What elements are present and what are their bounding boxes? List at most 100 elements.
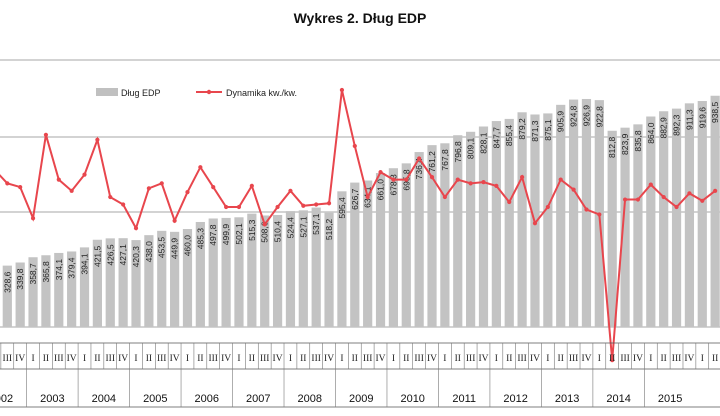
dynamics-point [223,204,229,210]
quarter-label: I [443,354,446,364]
year-label: 2013 [555,393,579,405]
dynamics-point [584,207,589,212]
quarter-label: III [260,354,270,364]
quarter-label: II [94,354,100,364]
dynamics-point [249,183,254,188]
quarter-label: IV [170,354,180,364]
bar-value-label: 855,4 [504,125,514,147]
dynamics-point [301,203,306,208]
quarter-label: IV [273,354,283,364]
dynamics-point [429,175,435,180]
bar-value-label: 499,9 [221,224,231,246]
bar [41,255,51,327]
dynamics-point [713,188,718,193]
dynamics-point [198,165,203,170]
quarter-label: II [506,354,512,364]
bar [401,163,411,327]
dynamics-point [43,132,49,137]
bar [607,130,617,327]
bar-value-label: 919,6 [697,107,707,129]
quarter-label: III [208,354,218,364]
dynamics-point [18,185,23,190]
bar-value-label: 926,9 [581,105,591,127]
dynamics-point [172,218,177,223]
bar-value-label: 761,2 [427,151,437,173]
bar [350,182,360,327]
dynamics-point [314,202,319,207]
bar [182,229,193,327]
quarter-label: II [403,354,409,364]
bar [684,103,695,327]
quarter-label: II [455,354,461,364]
dynamics-point [635,197,641,202]
bar-value-label: 661,0 [376,179,386,201]
bar [79,247,90,327]
dynamics-point [211,185,216,190]
year-label: 2004 [92,393,116,405]
bar [54,252,64,327]
quarter-label: IV [581,354,591,364]
quarter-label: III [517,354,527,364]
dynamics-point [5,181,10,186]
quarter-label: I [31,354,34,364]
quarter-label: III [311,354,321,364]
quarter-label: IV [118,354,128,364]
year-label: 2009 [349,393,373,405]
dynamics-point [661,194,666,200]
bar [517,112,527,327]
dynamics-point [507,199,512,205]
bar-value-label: 524,4 [285,217,295,239]
bar [234,217,244,327]
dynamics-point [326,201,332,206]
year-label: 2008 [298,393,322,405]
bar-value-label: 365,8 [41,261,51,283]
bar [195,221,205,327]
dynamics-point [159,181,164,186]
bar-value-label: 767,8 [440,149,450,171]
quarter-label: III [672,354,682,364]
bar-value-label: 922,8 [594,106,604,128]
bar [388,168,399,327]
quarter-label: II [249,354,255,364]
dynamics-point [185,189,190,195]
bar [543,113,553,328]
dynamics-point [597,212,602,217]
quarter-label: I [495,354,498,364]
bar [453,135,463,327]
quarter-label: I [237,354,240,364]
chart-title: Wykres 2. Dług EDP [293,10,427,26]
bar [659,111,669,328]
bar [298,210,308,327]
year-label: 2006 [195,393,219,405]
bar [556,104,566,327]
quarter-label: III [569,354,579,364]
year-label: 2014 [606,393,630,405]
quarter-label: III [106,354,116,364]
bar-value-label: 537,1 [311,213,321,235]
bar-value-label: 449,9 [170,238,180,260]
legend-swatch-debt [96,88,118,96]
bar-value-label: 358,7 [28,263,38,285]
bar [311,207,321,327]
bar-value-label: 882,9 [659,117,669,139]
dynamics-point [558,177,563,182]
bar [105,238,115,327]
bar [633,124,643,327]
dynamics-point [56,177,61,182]
year-label: 2015 [658,393,682,405]
bar [15,262,25,327]
quarter-label: I [186,354,189,364]
bar-value-label: 924,8 [569,105,579,127]
bar [671,108,682,327]
quarter-label: III [3,354,13,364]
bar [427,145,437,327]
bar-value-label: 823,9 [620,133,630,155]
quarter-label: II [609,354,615,364]
year-label: 2002 [0,393,13,405]
year-label: 2012 [503,393,527,405]
bar [285,211,296,327]
bar-value-label: 510,4 [273,221,283,243]
dynamics-point [288,188,293,193]
quarter-label: IV [478,354,488,364]
quarter-label: III [54,354,64,364]
